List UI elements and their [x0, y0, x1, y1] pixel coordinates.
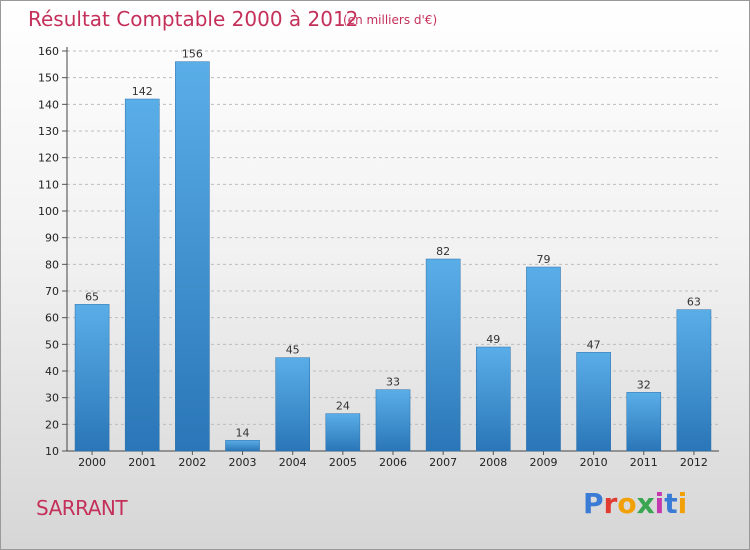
- y-tick-label: 40: [45, 365, 59, 378]
- y-tick-label: 50: [45, 338, 59, 351]
- bar: [526, 266, 561, 452]
- logo-letter: o: [617, 487, 637, 520]
- y-tick-label: 160: [38, 45, 59, 58]
- logo-letter: t: [664, 487, 678, 520]
- bar: [375, 389, 411, 452]
- x-tick-label: 2007: [429, 456, 457, 469]
- value-label: 79: [536, 253, 550, 266]
- value-label: 47: [587, 338, 601, 351]
- y-tick-label: 30: [45, 392, 59, 405]
- chart-subtitle: (en milliers d'€): [343, 13, 438, 27]
- y-tick-label: 90: [45, 232, 59, 245]
- chart-title: Résultat Comptable 2000 à 2012: [28, 7, 359, 31]
- bar: [626, 392, 662, 452]
- logo-letter: i: [677, 487, 688, 520]
- y-tick-label: 140: [38, 98, 59, 111]
- logo-letter: r: [603, 487, 618, 520]
- value-label: 24: [336, 400, 350, 413]
- value-label: 14: [236, 426, 250, 439]
- x-tick-label: 2012: [680, 456, 708, 469]
- y-tick-label: 20: [45, 418, 59, 431]
- y-tick-label: 100: [38, 205, 59, 218]
- x-tick-label: 2003: [229, 456, 257, 469]
- x-tick-label: 2011: [630, 456, 658, 469]
- logo-letter: x: [636, 487, 655, 520]
- bar: [476, 346, 511, 452]
- y-tick-label: 10: [45, 445, 59, 458]
- proxiti-logo: Proxiti: [583, 487, 687, 520]
- bar: [124, 98, 160, 452]
- value-label: 33: [386, 376, 400, 389]
- y-tick-label: 70: [45, 285, 59, 298]
- x-tick-label: 2004: [279, 456, 307, 469]
- value-label: 49: [486, 333, 500, 346]
- bar: [576, 352, 611, 452]
- value-label: 142: [132, 85, 153, 98]
- logo-letter: i: [654, 487, 665, 520]
- y-tick-label: 80: [45, 258, 59, 271]
- y-tick-label: 130: [38, 125, 59, 138]
- x-tick-label: 2010: [580, 456, 608, 469]
- bar: [225, 440, 260, 452]
- x-tick-label: 2009: [529, 456, 557, 469]
- x-tick-label: 2006: [379, 456, 407, 469]
- bar: [325, 413, 361, 452]
- value-label: 45: [286, 344, 300, 357]
- y-tick-label: 120: [38, 152, 59, 165]
- value-label: 82: [436, 245, 450, 258]
- y-tick-label: 60: [45, 312, 59, 325]
- value-label: 156: [182, 48, 203, 61]
- y-tick-label: 110: [38, 178, 59, 191]
- bar: [74, 304, 110, 452]
- y-tick-label: 150: [38, 72, 59, 85]
- bar: [175, 61, 210, 452]
- bar: [425, 258, 461, 452]
- x-tick-label: 2008: [479, 456, 507, 469]
- value-label: 63: [687, 296, 701, 309]
- value-label: 65: [85, 290, 99, 303]
- x-tick-label: 2002: [178, 456, 206, 469]
- bar: [275, 357, 310, 452]
- x-tick-label: 2000: [78, 456, 106, 469]
- value-label: 32: [637, 378, 651, 391]
- x-tick-label: 2001: [128, 456, 156, 469]
- x-tick-label: 2005: [329, 456, 357, 469]
- place-name: SARRANT: [36, 496, 128, 520]
- bar: [676, 309, 712, 452]
- logo-letter: P: [583, 487, 604, 520]
